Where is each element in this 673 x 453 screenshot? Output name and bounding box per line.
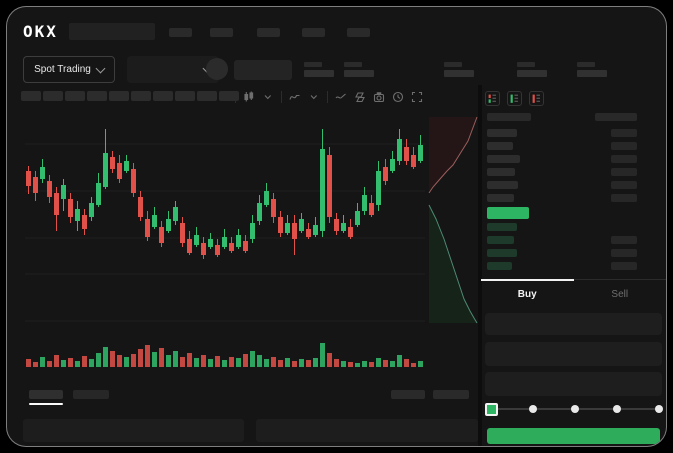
- orderbook-both-icon[interactable]: [485, 91, 500, 106]
- bid-row[interactable]: [487, 223, 517, 231]
- coin-icon: [206, 58, 228, 80]
- slider-step-4[interactable]: [655, 405, 663, 413]
- chart-tools: [235, 91, 423, 103]
- stat-value-placeholder: [304, 70, 334, 77]
- app-window: OKX Spot Trading Buy Sell: [6, 6, 667, 447]
- stat-value-placeholder: [517, 70, 547, 77]
- orders-panel-left: [23, 419, 244, 442]
- ask-row-amount: [611, 181, 637, 189]
- orders-tab-active[interactable]: [29, 390, 63, 399]
- timeframe-button-placeholder[interactable]: [65, 91, 85, 101]
- ask-row-amount: [611, 142, 637, 150]
- ask-row[interactable]: [487, 168, 515, 176]
- stat-value-placeholder: [577, 70, 607, 77]
- indicators-icon[interactable]: [289, 91, 301, 103]
- bid-row[interactable]: [487, 262, 512, 270]
- orderbook-asks-icon[interactable]: [529, 91, 544, 106]
- nav-item-placeholder[interactable]: [302, 28, 325, 37]
- volume-chart: [25, 341, 425, 367]
- nav-item-placeholder[interactable]: [257, 28, 280, 37]
- ask-row[interactable]: [487, 142, 513, 150]
- camera-icon[interactable]: [373, 91, 385, 103]
- tab-sell[interactable]: Sell: [611, 289, 629, 300]
- chevron-down-icon[interactable]: [262, 91, 274, 103]
- search-bar-placeholder[interactable]: [69, 23, 155, 40]
- stat-label-placeholder: [344, 62, 362, 67]
- timeframe-button-placeholder[interactable]: [153, 91, 173, 101]
- bid-row[interactable]: [487, 236, 514, 244]
- buy-submit-button[interactable]: [487, 428, 660, 444]
- active-tab-indicator: [481, 279, 574, 281]
- last-price-bar[interactable]: [487, 207, 529, 219]
- toolbar-separator: [281, 91, 282, 103]
- ask-row-amount: [611, 168, 637, 176]
- pair-dropdown[interactable]: [127, 56, 219, 83]
- ask-row-amount: [611, 129, 637, 137]
- tab-buy[interactable]: Buy: [517, 289, 537, 300]
- bid-row-amount: [611, 236, 637, 244]
- chevron-down-icon[interactable]: [308, 91, 320, 103]
- slider-step-2[interactable]: [571, 405, 579, 413]
- toolbar-separator: [235, 91, 236, 103]
- ask-row[interactable]: [487, 155, 520, 163]
- timeframe-button-placeholder[interactable]: [219, 91, 239, 101]
- total-field[interactable]: [485, 372, 662, 396]
- line-chart-icon[interactable]: [335, 91, 347, 103]
- compare-icon[interactable]: [354, 91, 366, 103]
- price-chart-canvas[interactable]: [25, 111, 425, 336]
- market-selector-button[interactable]: Spot Trading: [23, 56, 115, 83]
- stat-label-placeholder: [304, 62, 322, 67]
- timeframe-button-placeholder[interactable]: [197, 91, 217, 101]
- orderbook-bids-icon[interactable]: [507, 91, 522, 106]
- stat-value-placeholder: [444, 70, 474, 77]
- bid-row-amount: [611, 262, 637, 270]
- timeframe-button-placeholder[interactable]: [43, 91, 63, 101]
- nav-item-placeholder[interactable]: [210, 28, 233, 37]
- slider-step-1[interactable]: [529, 405, 537, 413]
- order-side-tabs: Buy Sell: [481, 279, 666, 308]
- nav-item-placeholder[interactable]: [169, 28, 192, 37]
- stat-label-placeholder: [577, 62, 595, 67]
- pair-name-placeholder: [234, 60, 292, 80]
- timeframe-button-placeholder[interactable]: [21, 91, 41, 101]
- bid-row-amount: [611, 249, 637, 257]
- candle-type-icon[interactable]: [243, 91, 255, 103]
- timeframe-button-placeholder[interactable]: [109, 91, 129, 101]
- price-field[interactable]: [485, 313, 662, 335]
- orders-filter-1[interactable]: [391, 390, 425, 399]
- orders-tab-underline: [29, 403, 63, 405]
- orders-panel-right: [256, 419, 478, 442]
- ask-row[interactable]: [487, 181, 518, 189]
- slider-step-0[interactable]: [485, 403, 498, 416]
- ask-row-amount: [611, 155, 637, 163]
- orders-filter-2[interactable]: [433, 390, 469, 399]
- chevron-down-icon: [95, 63, 106, 73]
- nav-item-placeholder[interactable]: [347, 28, 370, 37]
- history-tab[interactable]: [73, 390, 109, 399]
- ask-row-amount: [611, 194, 637, 202]
- depth-chart: [427, 113, 479, 331]
- ask-row[interactable]: [487, 129, 517, 137]
- toolbar-separator: [327, 91, 328, 103]
- ob-col-price-header: [487, 113, 531, 121]
- market-selector-label: Spot Trading: [34, 64, 91, 75]
- slider-step-3[interactable]: [613, 405, 621, 413]
- stat-label-placeholder: [444, 62, 462, 67]
- timeframe-button-placeholder[interactable]: [131, 91, 151, 101]
- timeframe-button-placeholder[interactable]: [175, 91, 195, 101]
- ob-col-amount-header: [595, 113, 637, 121]
- bid-row[interactable]: [487, 249, 517, 257]
- okx-logo[interactable]: OKX: [23, 22, 58, 41]
- stat-value-placeholder: [344, 70, 374, 77]
- timeframe-button-placeholder[interactable]: [87, 91, 107, 101]
- ask-row[interactable]: [487, 194, 514, 202]
- amount-field[interactable]: [485, 342, 662, 366]
- history-icon[interactable]: [392, 91, 404, 103]
- panel-divider: [478, 85, 482, 446]
- stat-label-placeholder: [517, 62, 535, 67]
- fullscreen-icon[interactable]: [411, 91, 423, 103]
